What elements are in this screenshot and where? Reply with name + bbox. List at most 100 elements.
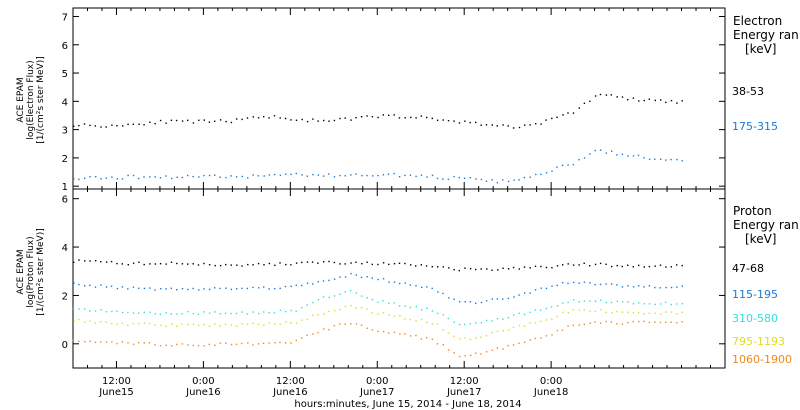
- electron-data-point: [279, 117, 281, 119]
- proton-data-point: [268, 342, 270, 344]
- proton-data-point: [355, 323, 358, 325]
- proton-data-point: [469, 267, 472, 270]
- proton-data-point: [377, 301, 379, 304]
- proton-legend-title-line1: Proton: [733, 204, 772, 218]
- electron-data-point: [170, 119, 173, 121]
- proton-data-point: [388, 281, 390, 283]
- proton-data-point: [230, 288, 232, 291]
- proton-data-point: [502, 267, 504, 269]
- proton-data-point: [252, 286, 254, 289]
- proton-data-point: [230, 343, 233, 346]
- proton-data-point: [567, 312, 569, 314]
- electron-series-38-53: [73, 93, 683, 129]
- proton-data-point: [458, 323, 461, 326]
- proton-data-point: [665, 321, 667, 323]
- electron-data-point: [447, 178, 450, 181]
- proton-data-point: [95, 260, 97, 262]
- electron-data-point: [219, 119, 222, 121]
- proton-data-point: [371, 263, 373, 266]
- proton-data-point: [540, 265, 542, 268]
- proton-data-point: [556, 265, 559, 267]
- proton-data-point: [524, 292, 526, 294]
- proton-data-point: [431, 310, 434, 312]
- proton-data-point: [627, 321, 629, 324]
- electron-data-point: [306, 120, 309, 123]
- proton-data-point: [621, 323, 624, 325]
- electron-data-point: [312, 173, 314, 176]
- electron-data-point: [485, 180, 488, 182]
- electron-data-point: [257, 117, 260, 119]
- proton-data-point: [382, 278, 385, 280]
- proton-data-point: [681, 264, 683, 267]
- proton-data-point: [436, 312, 439, 315]
- electron-data-point: [447, 120, 450, 122]
- proton-data-point: [105, 286, 108, 288]
- electron-data-point: [165, 175, 167, 177]
- proton-data-point: [197, 324, 200, 327]
- proton-data-point: [610, 283, 613, 285]
- proton-data-point: [279, 323, 281, 325]
- proton-data-point: [263, 264, 265, 266]
- proton-data-point: [116, 310, 118, 312]
- proton-data-point: [284, 285, 287, 288]
- proton-data-point: [159, 313, 162, 315]
- electron-data-point: [377, 116, 379, 119]
- proton-data-point: [214, 323, 216, 325]
- electron-data-point: [475, 121, 477, 124]
- x-tick-label-time: 0:00: [192, 376, 214, 387]
- electron-data-point: [241, 118, 243, 121]
- proton-data-point: [404, 305, 406, 307]
- proton-data-point: [469, 301, 472, 303]
- proton-data-point: [480, 336, 482, 338]
- electron-data-point: [496, 182, 499, 184]
- electron-data-point: [361, 174, 363, 177]
- electron-y-tick-label: 4: [62, 97, 68, 108]
- electron-data-point: [458, 176, 460, 179]
- electron-data-point: [611, 150, 613, 152]
- electron-data-point: [567, 164, 569, 166]
- proton-data-point: [94, 341, 97, 344]
- proton-data-point: [241, 342, 243, 345]
- proton-data-point: [263, 286, 265, 288]
- electron-data-point: [512, 127, 515, 129]
- proton-data-point: [138, 287, 140, 289]
- electron-data-point: [236, 118, 238, 120]
- proton-data-point: [524, 341, 526, 343]
- proton-data-point: [165, 263, 167, 265]
- proton-data-point: [225, 287, 227, 289]
- proton-data-point: [475, 352, 477, 354]
- proton-data-point: [529, 267, 531, 269]
- proton-data-point: [594, 300, 597, 302]
- proton-data-point: [306, 334, 308, 336]
- proton-data-point: [458, 269, 460, 272]
- proton-legend-title-line2: Energy ran: [733, 218, 799, 232]
- proton-data-point: [100, 341, 102, 343]
- proton-data-point: [257, 343, 260, 345]
- proton-data-point: [404, 262, 406, 265]
- proton-data-point: [268, 312, 270, 314]
- proton-data-point: [545, 266, 548, 269]
- x-tick-label-date: June17: [359, 387, 395, 398]
- proton-data-point: [149, 311, 151, 313]
- proton-data-point: [448, 297, 450, 299]
- proton-data-point: [545, 319, 548, 321]
- proton-data-point: [127, 264, 129, 266]
- proton-panel: 0 2 4 6 47-68 115-195 310-580 795-1193 1060-1900: [62, 188, 792, 369]
- proton-data-point: [181, 263, 184, 265]
- proton-data-point: [219, 287, 221, 290]
- proton-data-point: [350, 262, 352, 264]
- proton-data-point: [333, 325, 336, 327]
- proton-data-point: [78, 340, 80, 342]
- proton-data-point: [648, 303, 651, 305]
- proton-data-point: [111, 310, 113, 313]
- electron-data-point: [415, 117, 417, 119]
- electron-y-label-line3: [1/(cm²s ster MeV)]: [36, 56, 46, 143]
- proton-data-point: [73, 320, 75, 322]
- electron-data-point: [268, 174, 271, 176]
- proton-data-point: [540, 287, 542, 289]
- proton-data-point: [214, 287, 216, 289]
- proton-data-point: [84, 260, 86, 262]
- proton-data-point: [306, 304, 308, 306]
- electron-data-point: [648, 98, 650, 100]
- proton-data-point: [665, 266, 667, 268]
